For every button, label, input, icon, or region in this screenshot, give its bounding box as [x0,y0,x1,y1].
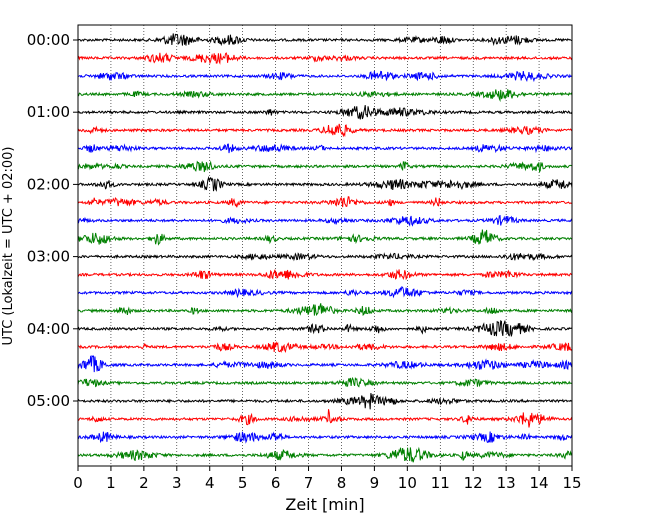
y-tick-label: 01:00 [27,103,70,121]
trace-row-11 [77,229,573,246]
y-tick-label: 00:00 [27,31,70,49]
x-tick-label: 13 [497,474,516,492]
y-tick-label: 04:00 [27,320,70,338]
x-axis-label: Zeit [min] [285,495,364,514]
trace-row-22 [77,431,573,444]
y-axis-ticks: 00:00 01:00 02:00 03:00 04:00 05:00 [27,31,78,410]
trace-row-9 [77,195,573,208]
y-tick-label: 03:00 [27,248,70,266]
x-tick-label: 1 [106,474,116,492]
trace-row-3 [77,89,573,103]
x-tick-label: 3 [172,474,182,492]
trace-row-8 [77,175,573,192]
trace-row-10 [77,214,573,227]
trace-row-6 [77,143,573,154]
x-tick-label: 15 [562,474,581,492]
trace-row-16 [77,320,573,337]
trace-row-20 [77,393,573,410]
trace-row-14 [77,286,573,299]
trace-row-1 [77,52,573,65]
x-tick-label: 14 [530,474,549,492]
trace-row-5 [77,123,573,138]
x-tick-label: 4 [205,474,215,492]
y-tick-label: 02:00 [27,175,70,193]
trace-row-23 [77,446,573,463]
x-tick-label: 11 [431,474,450,492]
trace-row-7 [77,160,573,174]
x-axis-ticks: 0 1 2 3 4 5 6 7 8 9 10 11 12 13 14 15 [73,466,582,492]
x-tick-label: 2 [139,474,149,492]
x-tick-label: 10 [398,474,417,492]
trace-row-4 [77,105,573,120]
y-axis-label: UTC (Lokalzeit = UTC + 02:00) [1,147,16,346]
y-tick-label: 05:00 [27,392,70,410]
x-tick-label: 9 [370,474,380,492]
x-tick-label: 7 [304,474,314,492]
x-tick-label: 12 [464,474,483,492]
trace-row-12 [77,252,573,262]
trace-row-21 [78,409,573,428]
trace-row-18 [77,355,573,373]
helicorder-traces [77,33,573,463]
trace-row-15 [77,303,573,317]
trace-row-13 [77,269,573,281]
x-tick-label: 0 [73,474,83,492]
plot-frame [77,24,573,467]
x-tick-label: 5 [238,474,248,492]
trace-row-2 [77,70,573,83]
trace-row-0 [77,33,573,47]
trace-row-17 [77,341,573,354]
x-tick-label: 6 [271,474,281,492]
trace-row-19 [77,376,573,388]
x-tick-label: 8 [337,474,347,492]
